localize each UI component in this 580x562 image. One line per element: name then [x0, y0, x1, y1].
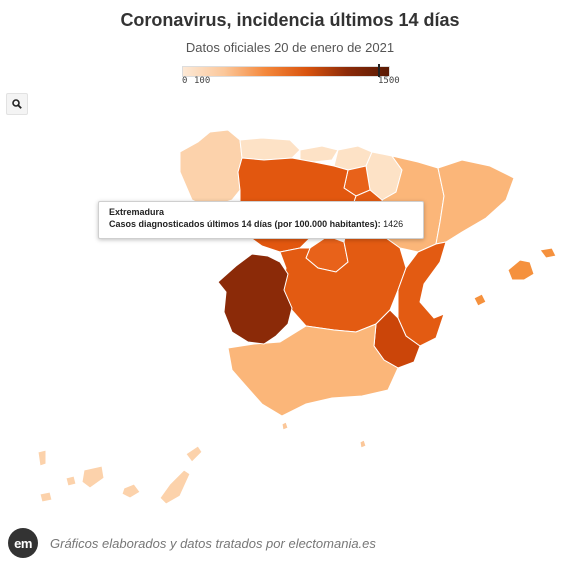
- region-melilla[interactable]: [359, 439, 367, 449]
- region-baleares-menorca[interactable]: [539, 247, 557, 259]
- region-galicia[interactable]: [179, 129, 243, 207]
- region-canarias-lanzarote[interactable]: [185, 445, 203, 463]
- region-andalucia[interactable]: [227, 323, 399, 417]
- region-cantabria[interactable]: [299, 145, 339, 163]
- region-extremadura[interactable]: [217, 253, 293, 345]
- legend-mid-label: 100: [194, 76, 211, 86]
- region-cataluna[interactable]: [435, 159, 515, 245]
- region-tooltip: Extremadura Casos diagnosticados últimos…: [98, 201, 424, 239]
- region-canarias-fuerteventura[interactable]: [159, 469, 191, 505]
- page-title: Coronavirus, incidencia últimos 14 días: [120, 10, 460, 30]
- electomania-logo: em: [8, 528, 38, 558]
- page-subtitle: Datos oficiales 20 de enero de 2021: [185, 40, 395, 55]
- region-comunidad-valenciana[interactable]: [397, 241, 447, 347]
- footer-credit: em Gráficos elaborados y datos tratados …: [8, 528, 376, 558]
- search-button[interactable]: [6, 93, 28, 115]
- region-canarias-tenerife[interactable]: [81, 465, 105, 489]
- search-icon: [12, 99, 22, 109]
- tooltip-value: 1426: [383, 219, 404, 229]
- region-canarias-la-palma[interactable]: [37, 449, 47, 467]
- color-legend: 0 100 1500: [182, 64, 400, 86]
- region-canarias-gran-canaria[interactable]: [121, 483, 141, 499]
- region-canarias-el-hierro[interactable]: [39, 491, 53, 503]
- footer-credit-text: Gráficos elaborados y datos tratados por…: [50, 535, 376, 551]
- legend-max-label: 1500: [378, 76, 400, 86]
- region-ceuta[interactable]: [281, 421, 289, 431]
- region-baleares-ibiza[interactable]: [473, 293, 487, 307]
- tooltip-metric-label: Casos diagnosticados últimos 14 días (po…: [109, 219, 381, 229]
- legend-gradient-bar: [182, 66, 390, 77]
- tooltip-region-name: Extremadura: [109, 207, 165, 217]
- region-canarias-la-gomera[interactable]: [65, 475, 77, 487]
- legend-value-marker: [378, 64, 380, 77]
- legend-min-label: 0: [182, 76, 188, 86]
- region-baleares-mallorca[interactable]: [507, 259, 535, 281]
- region-asturias[interactable]: [239, 137, 301, 161]
